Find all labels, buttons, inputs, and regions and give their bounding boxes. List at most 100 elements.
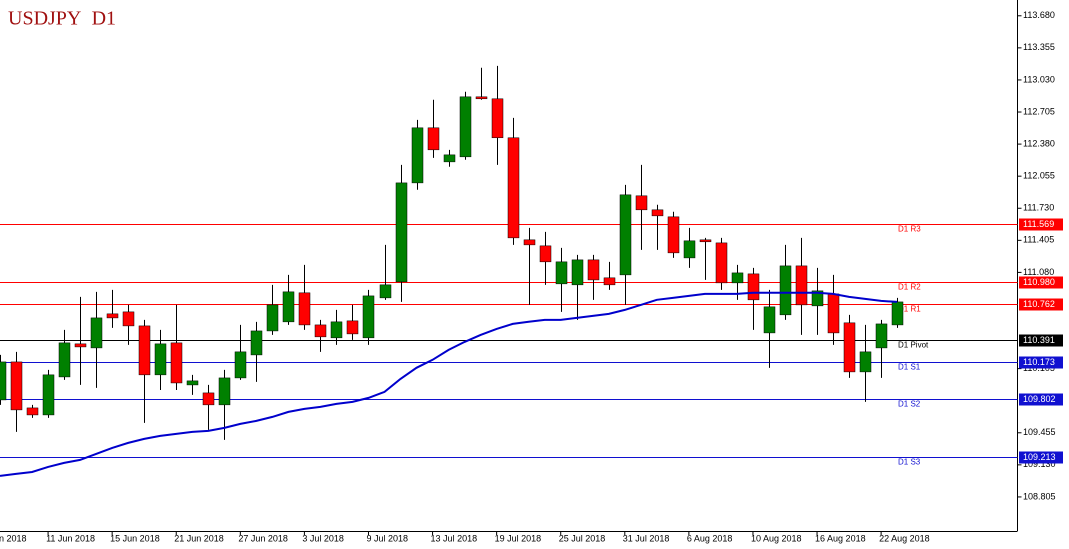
candle-body: [443, 154, 456, 163]
x-tick-label: 25 Jul 2018: [559, 533, 606, 543]
level-price-label: 109.802: [1023, 394, 1056, 404]
candle-body: [491, 98, 504, 139]
y-tick-label: 112.055: [1023, 171, 1055, 181]
y-tick-label: 111.405: [1023, 235, 1054, 245]
candle-body: [795, 265, 808, 306]
x-tick-label: 27 Jun 2018: [238, 533, 288, 543]
candle-body: [186, 380, 199, 386]
candle-body: [859, 351, 872, 373]
level-price-box: [1019, 218, 1063, 231]
level-price-label: 111.569: [1023, 219, 1054, 229]
candle-body: [0, 361, 7, 401]
candle-body: [699, 239, 712, 243]
candle-body: [26, 407, 39, 416]
candle-body: [42, 374, 55, 416]
candle-body: [523, 239, 536, 246]
level-price-box: [1019, 276, 1063, 289]
candle-body: [138, 325, 151, 376]
y-tick-label: 109.130: [1023, 459, 1056, 469]
candle-body: [330, 321, 343, 339]
y-tick-label: 109.455: [1023, 427, 1056, 437]
candle-body: [651, 209, 664, 217]
y-tick-label: 112.705: [1023, 106, 1055, 116]
y-tick-label: 111.730: [1023, 203, 1054, 213]
y-tick-label: 112.380: [1023, 138, 1055, 148]
level-price-label: 110.173: [1023, 357, 1055, 367]
candle-body: [411, 127, 424, 184]
candle-body: [731, 272, 744, 284]
candle-body: [827, 293, 840, 334]
level-price-label: 110.762: [1023, 299, 1055, 309]
candle-body: [747, 273, 760, 301]
candle-body: [555, 261, 568, 285]
x-tick-label: 10 Aug 2018: [751, 533, 802, 543]
candle-body: [603, 277, 616, 286]
candle-body: [10, 361, 23, 411]
candle-body: [234, 351, 247, 379]
candle-body: [763, 306, 776, 334]
candle-body: [539, 245, 552, 263]
x-tick-label: 11 Jun 2018: [46, 533, 95, 543]
candle-body: [475, 96, 488, 100]
candle-body: [218, 377, 231, 406]
candle-body: [314, 324, 327, 338]
candle-body: [362, 295, 375, 339]
level-price-box: [1019, 393, 1063, 406]
level-price-box: [1019, 334, 1063, 347]
candle-body: [170, 342, 183, 384]
x-tick-label: 21 Jun 2018: [174, 533, 224, 543]
candle-body: [587, 259, 600, 281]
level-name: D1 R2: [898, 283, 921, 292]
candle-body: [635, 195, 648, 211]
candle-body: [346, 320, 359, 335]
candle-body: [427, 127, 440, 151]
y-tick-label: 113.355: [1023, 42, 1055, 52]
candle-body: [875, 323, 888, 349]
candle-body: [58, 342, 71, 378]
x-tick-label: 3 Jul 2018: [302, 533, 344, 543]
x-tick-label: 6 Aug 2018: [687, 533, 733, 543]
candle-body: [683, 240, 696, 259]
x-tick-label: 16 Aug 2018: [815, 533, 866, 543]
x-tick-label: 15 Jun 2018: [110, 533, 160, 543]
candle-body: [122, 311, 135, 327]
candle-body: [507, 137, 520, 239]
level-price-box: [1019, 298, 1063, 311]
y-tick-label: 113.030: [1023, 74, 1055, 84]
level-price-box: [1019, 356, 1063, 369]
y-tick-label: 113.680: [1023, 10, 1055, 20]
candle-body: [379, 284, 392, 299]
candle-body: [154, 343, 167, 376]
level-name: D1 Pivot: [898, 341, 929, 350]
candle-body: [619, 194, 632, 276]
level-price-label: 110.391: [1023, 335, 1055, 345]
candle-body: [779, 265, 792, 316]
level-name: D1 S3: [898, 458, 921, 467]
x-tick-label: 5 Jun 2018: [0, 533, 27, 543]
candle-body: [715, 242, 728, 284]
x-tick-label: 9 Jul 2018: [366, 533, 408, 543]
level-name: D1 S2: [898, 400, 921, 409]
candle-body: [282, 291, 295, 323]
level-name: D1 S1: [898, 363, 921, 372]
candle-body: [298, 292, 311, 326]
chart-title: USDJPY D1: [8, 8, 116, 30]
candle-body: [571, 259, 584, 286]
level-name: D1 R3: [898, 225, 921, 234]
candle-body: [811, 290, 824, 307]
candle-body: [266, 304, 279, 332]
candle-body: [667, 216, 680, 254]
x-tick-label: 19 Jul 2018: [495, 533, 542, 543]
level-price-label: 110.980: [1023, 277, 1055, 287]
candle-body: [459, 96, 472, 158]
candle-body: [843, 322, 856, 373]
y-tick-label: 111.080: [1023, 267, 1054, 277]
candle-body: [74, 343, 87, 348]
candle-body: [202, 392, 215, 406]
candle-body: [395, 182, 408, 283]
candle-body: [106, 313, 119, 319]
y-tick-label: 108.805: [1023, 491, 1056, 501]
moving-average-line: [0, 291, 898, 477]
level-price-label: 109.213: [1023, 452, 1056, 462]
